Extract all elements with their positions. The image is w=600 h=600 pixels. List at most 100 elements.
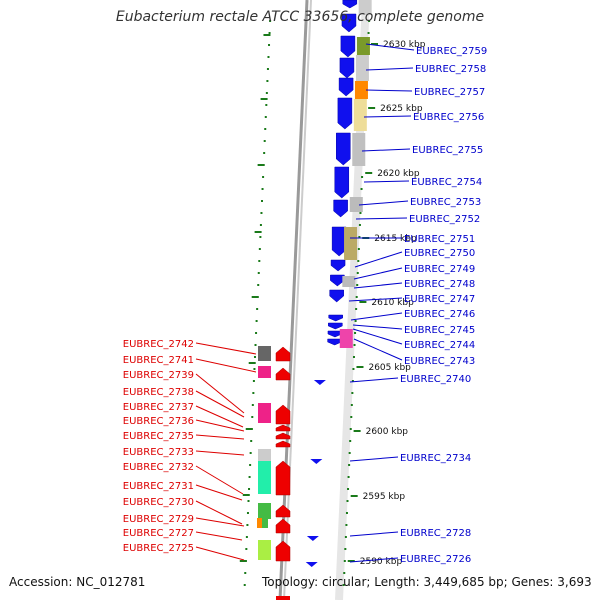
gene-label-leader [352,328,403,345]
minor-tick [256,308,259,310]
minor-tick [246,524,249,526]
minor-tick [252,380,255,382]
gene-label-leader [195,390,245,418]
forward-gene-arrow [342,0,358,9]
forward-gene-arrow [327,330,343,338]
gene-label-leader [352,324,403,330]
minor-tick [359,212,362,214]
gene-label-eubrec-2747: EUBREC_2747 [404,294,475,305]
gene-label-eubrec-2737: EUBREC_2737 [123,402,194,413]
kbp-tick-mark [371,43,379,45]
gene-label-eubrec-2730: EUBREC_2730 [123,497,194,508]
minor-tick [349,440,352,442]
forward-gene-arrow [328,314,343,322]
gene-label-leader [195,358,257,373]
minor-tick [350,404,353,406]
gene-label-eubrec-2754: EUBREC_2754 [411,177,482,188]
forward-gene-arrow [330,259,346,272]
gene-block [342,276,356,287]
gene-label-leader [348,297,403,302]
forward-gene-arrow [337,97,353,130]
forward-gene-arrow-small [310,459,323,464]
gene-label-leader [195,531,243,541]
minor-tick [350,416,353,418]
minor-tick [247,500,250,502]
reverse-gene-arrow [275,504,291,518]
gene-label-leader [195,484,243,501]
gene-label-eubrec-2758: EUBREC_2758 [415,64,486,75]
minor-tick [358,236,361,238]
kbp-tick-label: 2605 kbp [368,363,411,373]
gene-block [354,81,368,99]
gene-label-leader [195,450,245,456]
minor-tick [268,44,271,46]
gene-label-eubrec-2735: EUBREC_2735 [123,431,194,442]
gene-block [258,503,271,519]
minor-tick [353,344,356,346]
kbp-tick-mark [368,107,376,109]
gene-label-eubrec-2740: EUBREC_2740 [400,374,471,385]
forward-gene-arrow [336,132,351,166]
gene-label-eubrec-2729: EUBREC_2729 [123,514,194,525]
minor-tick [342,584,345,586]
minor-tick [258,260,261,262]
gene-label-eubrec-2755: EUBREC_2755 [412,145,483,156]
gene-block [356,37,370,55]
minor-tick [357,248,360,250]
kbp-tick-mark [356,366,364,368]
genome-title: Eubacterium rectale ATCC 33656, complete… [115,9,485,25]
gene-block [352,133,366,166]
minor-tick [269,20,272,22]
minor-tick [265,104,268,106]
major-tick [257,164,265,166]
gene-block [358,0,372,15]
minor-tick [264,116,267,118]
gene-label-eubrec-2748: EUBREC_2748 [404,279,475,290]
gene-label-eubrec-2749: EUBREC_2749 [404,264,475,275]
kbp-tick-label: 2620 kbp [377,169,420,179]
forward-gene-arrow [341,13,357,33]
minor-tick [261,200,263,202]
minor-tick [266,80,269,82]
gene-label-eubrec-2753: EUBREC_2753 [410,197,481,208]
forward-gene-arrow [331,226,347,257]
major-tick [248,362,256,364]
minor-tick [356,284,359,286]
gene-label-leader [349,531,399,537]
backbone-outer [278,0,309,600]
gene-label-eubrec-2746: EUBREC_2746 [404,309,475,320]
kbp-tick-mark [353,430,361,432]
forward-gene-arrow [338,77,354,97]
forward-gene-arrow [334,166,350,199]
minor-tick [251,404,254,406]
gene-block [258,346,271,361]
minor-tick [368,20,371,22]
gene-block [344,227,358,260]
forward-gene-arrow [340,35,356,58]
reverse-gene-arrow [275,518,291,534]
minor-tick [351,380,354,382]
minor-tick [360,188,363,190]
minor-tick [261,188,264,190]
gene-block [262,518,268,528]
kbp-tick-mark [350,495,358,497]
minor-tick [264,128,267,130]
gene-label-eubrec-2742: EUBREC_2742 [123,339,194,350]
reverse-gene-arrow [275,346,291,362]
minor-tick [352,356,355,358]
gene-label-leader [195,419,245,432]
gene-label-leader [354,251,403,268]
reverse-gene-arrow [275,424,291,432]
minor-tick [355,308,358,310]
gene-label-leader [195,517,245,527]
major-tick [254,231,262,233]
minor-tick [343,560,346,562]
major-tick [260,98,268,100]
minor-tick [367,32,370,34]
minor-tick [349,428,352,430]
gene-label-eubrec-2738: EUBREC_2738 [123,387,194,398]
gene-label-eubrec-2745: EUBREC_2745 [404,325,475,336]
gene-block [258,461,271,494]
minor-tick [244,572,247,574]
